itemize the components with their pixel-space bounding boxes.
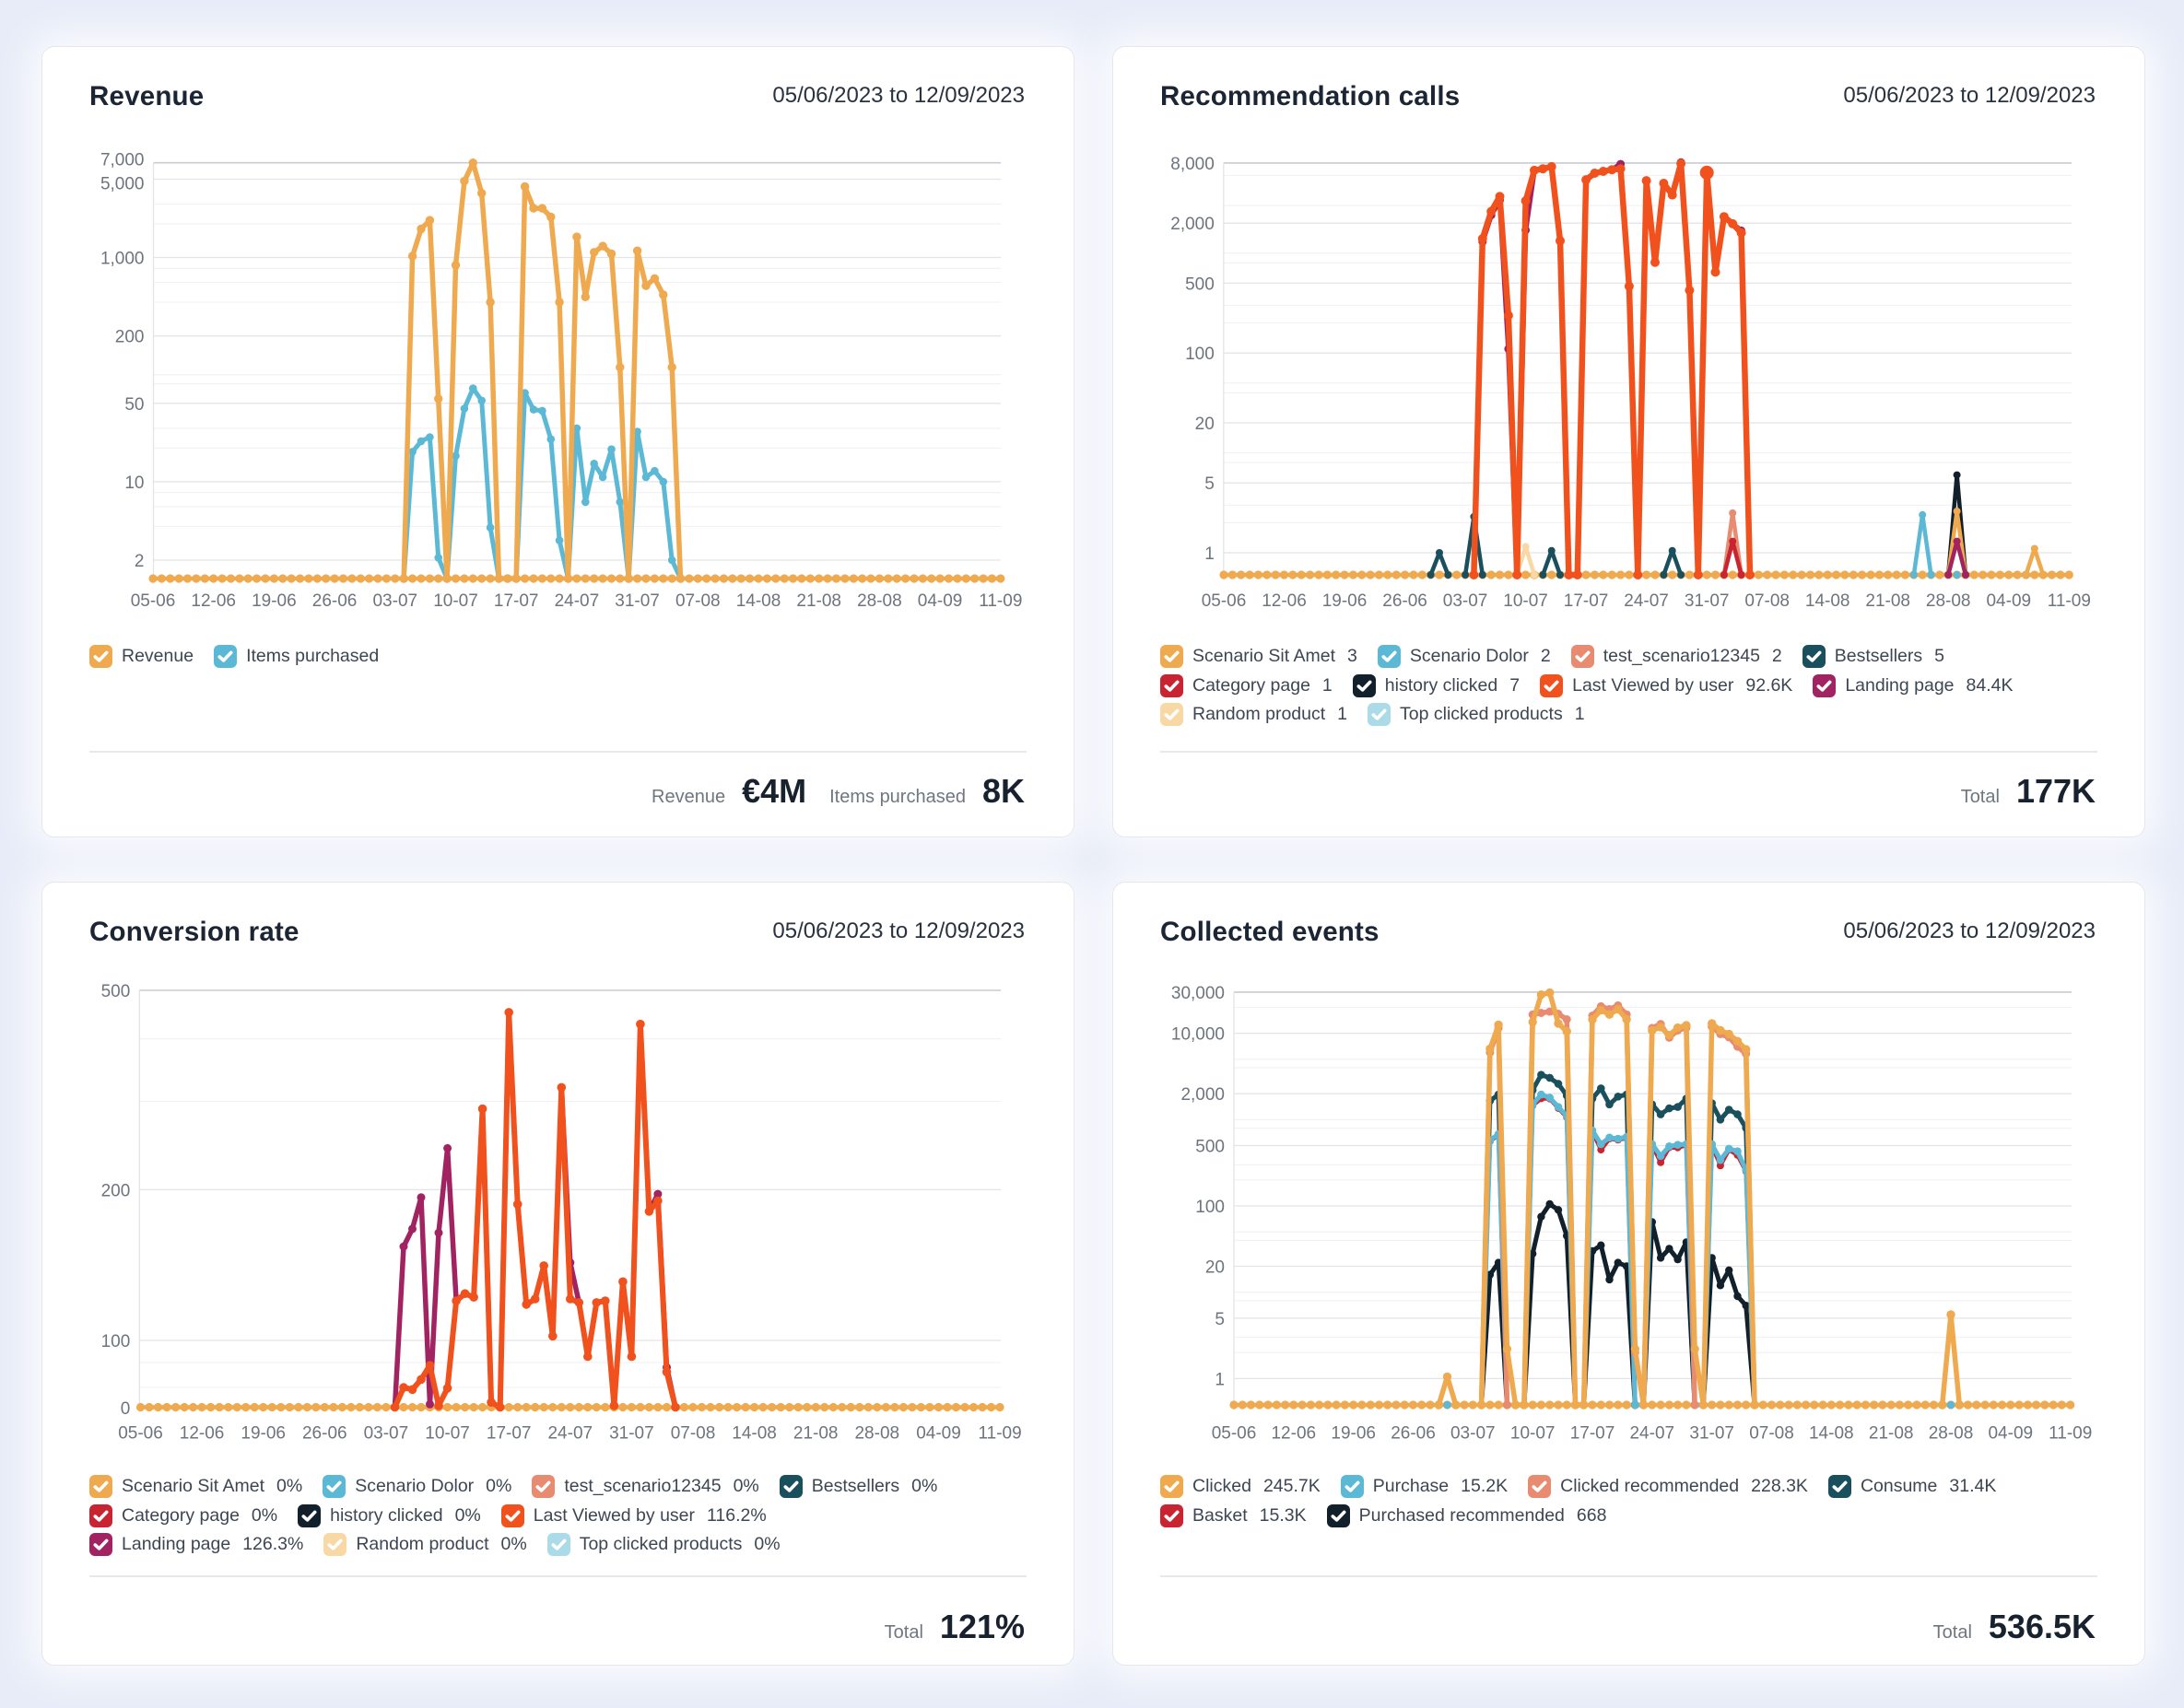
svg-text:26-06: 26-06 bbox=[1391, 1424, 1436, 1444]
svg-text:12-06: 12-06 bbox=[1262, 591, 1307, 611]
svg-text:2,000: 2,000 bbox=[1170, 215, 1215, 234]
svg-text:19-06: 19-06 bbox=[1331, 1424, 1376, 1444]
svg-text:10-07: 10-07 bbox=[1510, 1424, 1556, 1444]
svg-text:05-06: 05-06 bbox=[1202, 591, 1247, 611]
svg-text:05-06: 05-06 bbox=[1212, 1424, 1257, 1444]
svg-text:11-09: 11-09 bbox=[2049, 1424, 2092, 1444]
svg-text:8,000: 8,000 bbox=[1170, 155, 1215, 174]
svg-text:31-07: 31-07 bbox=[609, 1424, 654, 1444]
svg-text:21-08: 21-08 bbox=[1869, 1424, 1914, 1444]
svg-text:30,000: 30,000 bbox=[1171, 984, 1225, 1003]
svg-text:03-07: 03-07 bbox=[364, 1424, 409, 1444]
svg-text:04-09: 04-09 bbox=[918, 591, 963, 611]
svg-text:14-08: 14-08 bbox=[1805, 591, 1850, 611]
svg-text:0: 0 bbox=[121, 1399, 131, 1419]
svg-text:04-09: 04-09 bbox=[1986, 591, 2031, 611]
svg-text:200: 200 bbox=[101, 1181, 131, 1200]
svg-text:07-08: 07-08 bbox=[675, 591, 721, 611]
svg-text:07-08: 07-08 bbox=[1744, 591, 1790, 611]
svg-text:500: 500 bbox=[1185, 275, 1215, 294]
svg-text:12-06: 12-06 bbox=[1271, 1424, 1316, 1444]
svg-text:1,000: 1,000 bbox=[100, 250, 145, 269]
svg-text:05-06: 05-06 bbox=[131, 591, 176, 611]
svg-text:14-08: 14-08 bbox=[1809, 1424, 1854, 1444]
svg-text:11-09: 11-09 bbox=[2048, 591, 2091, 611]
svg-text:04-09: 04-09 bbox=[1988, 1424, 2033, 1444]
svg-text:26-06: 26-06 bbox=[302, 1424, 347, 1444]
svg-text:24-07: 24-07 bbox=[555, 591, 600, 611]
svg-text:12-06: 12-06 bbox=[191, 591, 236, 611]
svg-text:50: 50 bbox=[124, 395, 144, 415]
svg-text:10-07: 10-07 bbox=[425, 1424, 470, 1444]
svg-text:5: 5 bbox=[1215, 1310, 1225, 1329]
svg-text:19-06: 19-06 bbox=[241, 1424, 286, 1444]
svg-text:03-07: 03-07 bbox=[1443, 591, 1488, 611]
svg-text:24-07: 24-07 bbox=[1629, 1424, 1674, 1444]
svg-text:21-08: 21-08 bbox=[793, 1424, 839, 1444]
svg-text:05-06: 05-06 bbox=[118, 1424, 163, 1444]
svg-text:28-08: 28-08 bbox=[857, 591, 902, 611]
svg-text:17-07: 17-07 bbox=[1564, 591, 1609, 611]
svg-text:24-07: 24-07 bbox=[547, 1424, 593, 1444]
svg-text:20: 20 bbox=[1195, 415, 1215, 434]
svg-text:28-08: 28-08 bbox=[854, 1424, 899, 1444]
svg-text:17-07: 17-07 bbox=[1570, 1424, 1615, 1444]
svg-text:17-07: 17-07 bbox=[487, 1424, 532, 1444]
svg-text:03-07: 03-07 bbox=[1450, 1424, 1496, 1444]
svg-text:1: 1 bbox=[1204, 544, 1215, 564]
svg-text:100: 100 bbox=[1195, 1198, 1225, 1217]
svg-text:26-06: 26-06 bbox=[312, 591, 358, 611]
svg-text:1: 1 bbox=[1215, 1370, 1225, 1389]
svg-text:10,000: 10,000 bbox=[1171, 1025, 1225, 1045]
svg-text:10-07: 10-07 bbox=[433, 591, 478, 611]
svg-text:14-08: 14-08 bbox=[732, 1424, 777, 1444]
svg-text:7,000: 7,000 bbox=[100, 151, 145, 170]
svg-text:500: 500 bbox=[1195, 1138, 1225, 1157]
svg-text:17-07: 17-07 bbox=[494, 591, 539, 611]
svg-text:10-07: 10-07 bbox=[1503, 591, 1548, 611]
svg-text:5: 5 bbox=[1204, 474, 1215, 494]
svg-text:100: 100 bbox=[1185, 345, 1215, 364]
svg-text:12-06: 12-06 bbox=[180, 1424, 225, 1444]
svg-text:14-08: 14-08 bbox=[736, 591, 781, 611]
svg-text:26-06: 26-06 bbox=[1382, 591, 1427, 611]
svg-text:28-08: 28-08 bbox=[1926, 591, 1971, 611]
svg-text:200: 200 bbox=[115, 328, 145, 347]
svg-text:24-07: 24-07 bbox=[1624, 591, 1669, 611]
svg-text:04-09: 04-09 bbox=[916, 1424, 961, 1444]
svg-text:5,000: 5,000 bbox=[100, 175, 145, 194]
svg-text:11-09: 11-09 bbox=[979, 591, 1022, 611]
svg-text:11-09: 11-09 bbox=[979, 1424, 1022, 1444]
svg-text:2,000: 2,000 bbox=[1180, 1085, 1225, 1105]
svg-text:31-07: 31-07 bbox=[1689, 1424, 1734, 1444]
svg-text:03-07: 03-07 bbox=[372, 591, 417, 611]
svg-text:31-07: 31-07 bbox=[1685, 591, 1730, 611]
svg-text:19-06: 19-06 bbox=[1322, 591, 1368, 611]
svg-text:28-08: 28-08 bbox=[1929, 1424, 1974, 1444]
svg-text:19-06: 19-06 bbox=[252, 591, 297, 611]
svg-text:100: 100 bbox=[101, 1332, 131, 1351]
svg-text:21-08: 21-08 bbox=[796, 591, 841, 611]
svg-text:10: 10 bbox=[124, 474, 144, 493]
svg-text:31-07: 31-07 bbox=[615, 591, 660, 611]
svg-text:500: 500 bbox=[101, 982, 131, 1001]
svg-text:2: 2 bbox=[135, 552, 145, 571]
svg-text:07-08: 07-08 bbox=[671, 1424, 716, 1444]
svg-text:20: 20 bbox=[1205, 1258, 1225, 1278]
svg-text:21-08: 21-08 bbox=[1865, 591, 1910, 611]
svg-text:07-08: 07-08 bbox=[1749, 1424, 1794, 1444]
